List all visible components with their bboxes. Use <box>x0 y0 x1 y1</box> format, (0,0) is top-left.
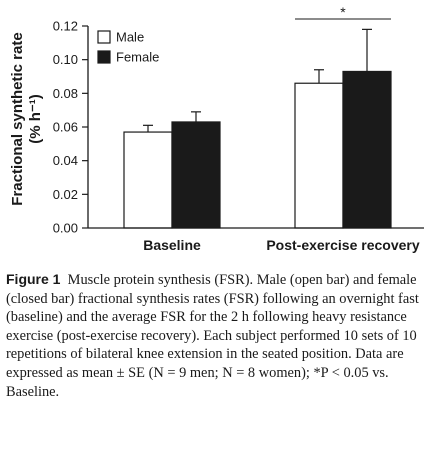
y-axis-label-line2: (% h⁻¹) <box>27 94 44 144</box>
significance-star: * <box>340 4 346 20</box>
y-tick-label-3: 0.06 <box>53 120 78 135</box>
y-axis-label-line1: Fractional synthetic rate <box>9 32 26 205</box>
y-tick-label-1: 0.02 <box>53 187 78 202</box>
category-label-1: Post-exercise recovery <box>266 237 420 253</box>
legend: Male Female <box>97 30 159 65</box>
legend-label-female: Female <box>116 50 159 65</box>
error-bars <box>143 28 372 133</box>
y-tick-label-2: 0.04 <box>53 153 78 168</box>
bar-0-1 <box>171 121 221 229</box>
bar-1-1 <box>342 70 392 229</box>
caption-text: Muscle protein synthesis (FSR). Male (op… <box>6 272 419 400</box>
figure-caption: Figure 1 Muscle protein synthesis (FSR).… <box>6 270 434 401</box>
legend-swatch-male <box>97 30 111 44</box>
fsr-bar-chart: 0.00 0.02 0.04 0.06 0.08 0.10 0.12 Baseline Pos… <box>9 4 424 253</box>
y-tick-label-5: 0.10 <box>53 52 78 67</box>
figure-label: Figure 1 <box>6 271 61 287</box>
bars <box>123 70 392 229</box>
y-tick-label-0: 0.00 <box>53 221 78 236</box>
y-tick-label-6: 0.12 <box>53 19 78 34</box>
y-axis-ticks: 0.00 0.02 0.04 0.06 0.08 0.10 0.12 <box>53 19 88 236</box>
legend-label-male: Male <box>116 30 144 45</box>
y-tick-label-4: 0.08 <box>53 86 78 101</box>
category-label-0: Baseline <box>143 237 201 253</box>
bar-1-0 <box>294 82 344 229</box>
legend-swatch-female <box>97 50 111 64</box>
category-labels: Baseline Post-exercise recovery <box>143 237 420 253</box>
bar-0-0 <box>123 131 173 229</box>
